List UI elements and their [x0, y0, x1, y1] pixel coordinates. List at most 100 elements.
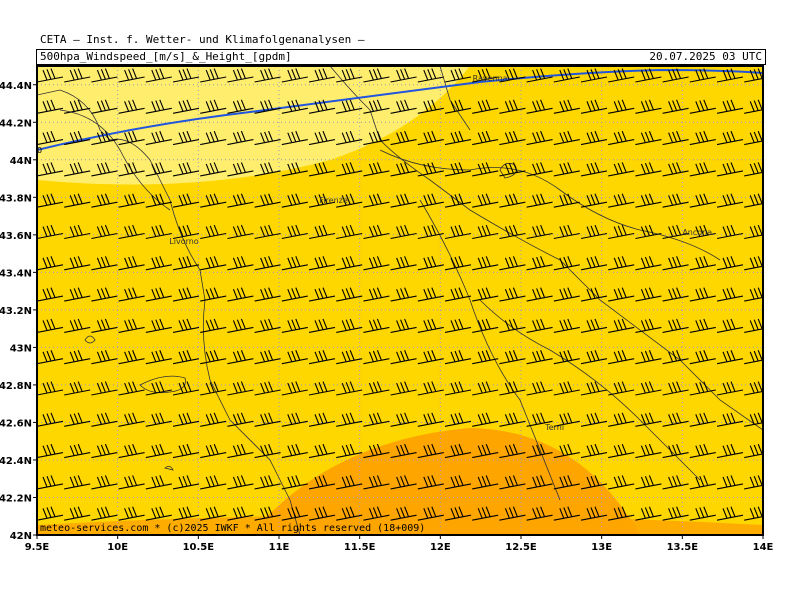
wind-barb — [553, 506, 580, 521]
wind-barb — [118, 412, 145, 427]
wind-barb — [91, 381, 118, 396]
wind-barb — [363, 475, 390, 490]
wind-barb — [635, 68, 662, 83]
wind-barb — [145, 287, 172, 302]
wind-barb — [744, 193, 763, 208]
wind-barb — [64, 506, 91, 521]
wind-barb — [37, 130, 64, 146]
wind-barb — [172, 99, 200, 114]
wind-barb — [444, 318, 472, 333]
wind-barb — [771, 507, 797, 520]
wind-barb — [172, 381, 200, 396]
wind-barb — [499, 130, 526, 146]
wind-barb — [390, 475, 417, 490]
wind-barb — [227, 538, 253, 551]
wind-barb — [91, 99, 118, 114]
wind-barb — [336, 162, 363, 177]
wind-barb — [771, 382, 797, 395]
wind-barb — [526, 381, 553, 396]
wind-barb — [281, 381, 308, 396]
wind-barb — [37, 443, 64, 459]
wind-barb — [662, 68, 689, 83]
wind-barb — [580, 412, 608, 427]
wind-barb — [635, 538, 661, 551]
wind-barb — [580, 506, 608, 521]
wind-barb — [363, 412, 390, 427]
field-description: 500hpa_Windspeed_[m/s]_&_Height_[gpdm] — [40, 50, 292, 63]
wind-barb — [118, 506, 145, 521]
wind-barb — [744, 68, 763, 83]
wind-barb — [444, 224, 472, 240]
city-labels: Ravenna Firenze Livorno Ancona Terni — [169, 74, 712, 432]
wind-barb — [771, 256, 797, 269]
wind-barb — [145, 224, 172, 240]
wind-barb — [553, 162, 580, 177]
wind-barb — [553, 412, 580, 427]
wind-barb — [363, 506, 390, 521]
wind-barb — [472, 350, 499, 365]
wind-barb — [417, 68, 444, 83]
wind-barb — [472, 412, 499, 427]
wind-barb — [744, 99, 763, 114]
wind-barb — [526, 193, 553, 208]
wind-barb — [390, 287, 417, 302]
wind-barb — [499, 193, 526, 208]
wind-barb — [526, 99, 553, 114]
wind-barb — [744, 350, 763, 365]
wind-barb — [254, 130, 281, 146]
x-tick-label: 13.5E — [667, 542, 699, 553]
wind-barb — [254, 381, 281, 396]
wind-barb — [200, 443, 227, 459]
wind-barb — [580, 130, 608, 146]
wind-barb — [472, 475, 499, 490]
wind-barb — [200, 99, 227, 114]
wind-barb — [118, 130, 145, 146]
wind-barb — [771, 69, 797, 82]
wind-barb — [499, 162, 526, 177]
wind-barb — [227, 162, 254, 177]
wind-barb — [744, 412, 763, 427]
wind-barb — [281, 130, 308, 146]
wind-barb — [499, 350, 526, 365]
wind-barb — [91, 318, 118, 333]
wind-barb — [472, 506, 499, 521]
wind-barb — [146, 538, 172, 551]
wind-barb — [472, 99, 499, 114]
wind-barb — [254, 318, 281, 333]
wind-barb — [472, 256, 499, 271]
wind-barb — [390, 443, 417, 459]
contour-label: 0 — [37, 146, 42, 155]
wind-barb — [390, 193, 417, 208]
wind-barb — [444, 412, 472, 427]
wind-barb — [336, 350, 363, 365]
wind-barb — [37, 256, 64, 271]
wind-barb — [717, 538, 743, 551]
wind-barb — [771, 194, 797, 207]
wind-barb — [308, 193, 336, 208]
wind-barb — [635, 162, 662, 177]
wind-barb — [716, 506, 744, 521]
wind-barb — [553, 256, 580, 271]
wind-barb — [91, 506, 118, 521]
wind-barb — [662, 381, 689, 396]
y-tick-label: 44N — [10, 156, 32, 167]
wind-barb — [499, 475, 526, 490]
wind-barb — [472, 162, 499, 177]
wind-barb — [118, 224, 145, 240]
wind-barb — [716, 475, 744, 490]
wind-barb — [716, 318, 744, 333]
wind-barb — [118, 475, 145, 490]
wind-barb — [37, 193, 64, 208]
y-tick-label: 43.4N — [0, 268, 32, 279]
wind-barb — [37, 224, 64, 240]
wind-barb — [771, 162, 797, 175]
wind-barb — [417, 162, 444, 177]
wind-barb — [118, 443, 145, 459]
wind-barb — [308, 506, 336, 521]
footer-credit: meteo-services.com * (c)2025 IWKF * All … — [40, 523, 425, 534]
wind-barb — [608, 99, 635, 114]
wind-barb — [472, 538, 498, 551]
wind-barb — [227, 287, 254, 302]
height-contour — [37, 68, 763, 151]
wind-barb — [526, 130, 553, 146]
